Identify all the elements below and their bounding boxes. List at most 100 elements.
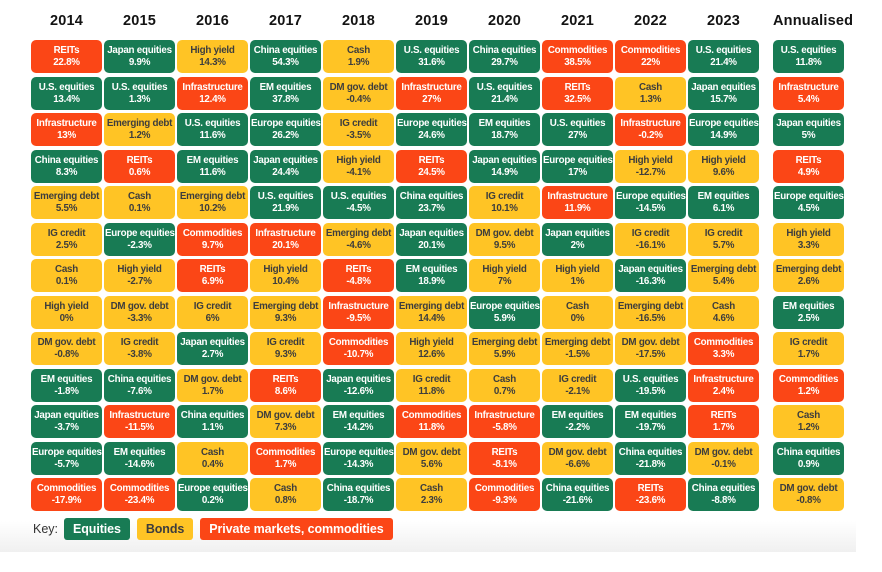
asset-name: High yield	[409, 337, 454, 348]
asset-name: REITs	[272, 373, 299, 385]
return-cell: EM equities -14.6%	[104, 441, 175, 475]
asset-return: 10.1%	[491, 203, 518, 214]
return-cell: Europe equities 24.6%	[396, 113, 467, 146]
asset-return: 5%	[801, 130, 816, 141]
return-cell: Commodities 9.7%	[177, 222, 248, 256]
return-cell: DM gov. debt -3.3%	[104, 295, 175, 329]
asset-return: 12.4%	[199, 93, 226, 105]
asset-return: -3.5%	[346, 130, 371, 141]
asset-name: U.S. equities	[38, 81, 95, 93]
return-cell: DM gov. debt -17.5%	[615, 332, 686, 365]
return-cell: China equities 54.3%	[250, 40, 321, 73]
return-cell: Cash 1.9%	[323, 40, 394, 73]
return-cell: IG credit 1.7%	[773, 332, 844, 365]
asset-return: -17.9%	[51, 495, 82, 506]
return-cell: REITs 22.8%	[31, 40, 102, 73]
asset-name: REITs	[710, 410, 737, 421]
return-cell: IG credit 5.7%	[688, 222, 759, 256]
asset-name: Japan equities	[180, 337, 245, 348]
asset-name: EM equities	[40, 373, 93, 385]
return-cell: DM gov. debt -0.8%	[773, 478, 844, 511]
key-item-private: Private markets, commodities	[200, 518, 393, 540]
return-cell: REITs 6.9%	[177, 259, 248, 292]
asset-return: -16.3%	[635, 276, 666, 287]
asset-name: Japan equities	[691, 81, 756, 93]
return-cell: IG credit -3.5%	[323, 113, 394, 146]
asset-return: -4.5%	[346, 203, 371, 214]
asset-return: 4.9%	[797, 166, 820, 178]
asset-return: 5.7%	[712, 239, 735, 251]
asset-name: REITs	[199, 264, 226, 275]
asset-name: High yield	[786, 227, 831, 239]
asset-name: DM gov. debt	[779, 483, 838, 494]
asset-name: China equities	[776, 446, 841, 458]
return-cell: Europe equities 4.5%	[773, 186, 844, 219]
asset-return: 3.3%	[712, 349, 735, 360]
return-cell: Japan equities -12.6%	[323, 368, 394, 402]
asset-return: 17%	[568, 166, 587, 178]
asset-return: 22%	[641, 57, 660, 68]
return-cell: Cash 1.2%	[773, 405, 844, 438]
asset-return: 24.5%	[418, 166, 445, 178]
asset-name: DM gov. debt	[256, 410, 315, 421]
return-cell: Infrastructure 27%	[396, 76, 467, 110]
return-cell: Emerging debt 5.5%	[31, 186, 102, 219]
asset-name: EM equities	[478, 118, 531, 129]
return-cell: High yield -2.7%	[104, 259, 175, 292]
asset-return: 9.3%	[274, 312, 297, 324]
asset-name: Emerging debt	[775, 264, 842, 275]
return-cell: IG credit 6%	[177, 295, 248, 329]
asset-name: Commodities	[547, 45, 608, 56]
asset-return: 23.7%	[418, 203, 445, 214]
asset-return: 22.8%	[53, 57, 80, 68]
return-cell: China equities -7.6%	[104, 368, 175, 402]
return-cell: U.S. equities 21.9%	[250, 186, 321, 219]
asset-name: Japan equities	[399, 227, 464, 239]
asset-return: -16.1%	[635, 239, 666, 251]
asset-return: 27%	[422, 93, 441, 105]
asset-return: -3.8%	[127, 349, 152, 360]
asset-name: Cash	[420, 483, 443, 494]
return-cell: U.S. equities 11.8%	[773, 40, 844, 73]
return-cell: Infrastructure -5.8%	[469, 405, 540, 438]
asset-name: Commodities	[620, 45, 681, 56]
asset-return: 1.2%	[128, 130, 151, 141]
asset-return: -0.1%	[711, 458, 736, 470]
asset-name: DM gov. debt	[621, 337, 680, 348]
asset-return: -23.4%	[124, 495, 155, 506]
asset-name: EM equities	[782, 300, 835, 312]
asset-name: IG credit	[704, 227, 743, 239]
asset-name: REITs	[126, 154, 153, 166]
return-cell: Cash 0.8%	[250, 478, 321, 511]
asset-name: Commodities	[182, 227, 243, 239]
asset-name: Commodities	[401, 410, 462, 421]
asset-return: 1.7%	[797, 349, 820, 360]
return-cell: Emerging debt 1.2%	[104, 113, 175, 146]
asset-name: Infrastructure	[36, 118, 97, 129]
asset-name: U.S. equities	[403, 45, 460, 56]
return-cell: Emerging debt 9.3%	[250, 295, 321, 329]
column-2014: 2014 REITs 22.8% U.S. equities 13.4% Infrastr…	[31, 10, 102, 515]
asset-return: -16.5%	[635, 312, 666, 324]
asset-name: Japan equities	[472, 154, 537, 166]
asset-return: 0.1%	[128, 203, 151, 214]
asset-return: 12.6%	[418, 349, 445, 360]
asset-return: 11.9%	[564, 203, 591, 214]
asset-name: China equities	[253, 45, 318, 56]
asset-name: China equities	[472, 45, 537, 56]
return-cell: Japan equities 9.9%	[104, 40, 175, 73]
asset-name: High yield	[482, 264, 527, 275]
asset-return: 5.5%	[55, 203, 78, 214]
column-header: Annualised	[773, 13, 854, 29]
asset-name: EM equities	[697, 191, 750, 202]
asset-return: -21.6%	[562, 495, 593, 506]
asset-return: 18.9%	[418, 276, 445, 287]
return-cell: Europe equities 14.9%	[688, 113, 759, 146]
return-cell: EM equities -1.8%	[31, 368, 102, 402]
asset-return: 13%	[57, 130, 76, 141]
asset-name: Commodities	[474, 483, 535, 494]
asset-name: Commodities	[255, 446, 316, 458]
asset-name: Japan equities	[253, 154, 318, 166]
return-cell: China equities -18.7%	[323, 478, 394, 511]
return-cell: Commodities 3.3%	[688, 332, 759, 365]
